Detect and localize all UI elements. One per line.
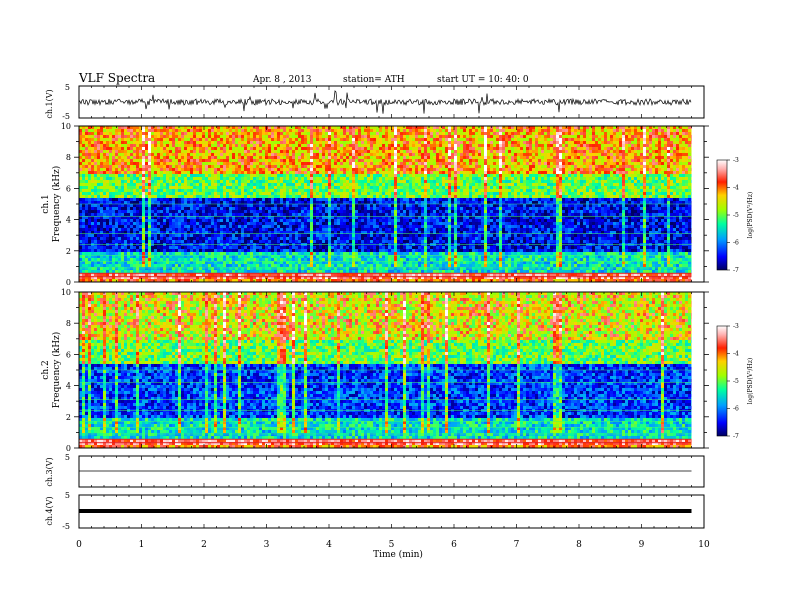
colorbar-tick-label: -4 <box>733 351 739 358</box>
ch1-frequency-ylabel: Frequency (kHz) <box>51 166 62 243</box>
frequency-tick-label: 4 <box>66 216 71 225</box>
frequency-tick-label: 8 <box>66 319 71 328</box>
colorbar-tick-label: -5 <box>733 212 739 219</box>
colorbar-tick-label: -7 <box>733 267 739 274</box>
ch4-tick-top: 5 <box>65 491 70 500</box>
colorbar-tick-label: -5 <box>733 378 739 385</box>
time-tick-label: 9 <box>639 540 645 550</box>
ch1-spectrogram-image <box>79 126 704 282</box>
ch1-tick-top: 5 <box>65 83 70 92</box>
time-tick-label: 6 <box>451 540 457 550</box>
date-label: Apr. 8 , 2013 <box>252 75 312 85</box>
time-tick-label: 2 <box>201 540 207 550</box>
ch1-tick-bottom: -5 <box>62 112 70 121</box>
time-tick-label: 3 <box>264 540 270 550</box>
ch2-spectrogram-panel: 10 8 6 4 2 0 ch.2 Frequency (kHz) <box>41 288 709 453</box>
time-axis-label: Time (min) <box>373 549 423 560</box>
ch3-waveform-panel: 5 ch.3(V) <box>45 453 705 488</box>
frequency-tick-label: 6 <box>66 350 71 359</box>
waveform-line <box>78 90 692 114</box>
colorbar-tick-label: -6 <box>733 406 739 413</box>
ch4-waveform-trace <box>79 509 692 513</box>
ch1-waveform-panel: 5 -5 ch.1(V) <box>45 83 705 121</box>
time-tick-label: 7 <box>514 540 520 550</box>
ch1-waveform-trace <box>78 90 692 114</box>
ch1-colorbar-label: log(PSD(V²/Hz) <box>747 192 754 239</box>
time-tick-label: 5 <box>389 540 395 550</box>
colorbar-tick-label: -6 <box>733 240 739 247</box>
time-tick-label: 1 <box>139 540 145 550</box>
ch4-tick-bottom: -5 <box>62 522 70 531</box>
ch2-colorbar: -3 -4 -5 -6 -7 log(PSD(V²/Hz) <box>716 323 754 440</box>
colorbar-tick-label: -3 <box>733 323 739 330</box>
ch1-colorbar: -3 -4 -5 -6 -7 log(PSD(V²/Hz) <box>716 157 754 274</box>
frequency-tick-label: 6 <box>66 184 71 193</box>
colorbar-tick-label: -4 <box>733 185 739 192</box>
ch2-colorbar-label: log(PSD(V²/Hz) <box>747 358 754 405</box>
frequency-tick-label: 8 <box>66 153 71 162</box>
frequency-tick-label: 2 <box>66 247 71 256</box>
ch4-waveform-ylabel: ch.4(V) <box>45 496 54 525</box>
ch2-spectrogram-image <box>79 292 704 448</box>
start-time-label: start UT = 10: 40: 0 <box>437 75 529 85</box>
frequency-tick-label: 4 <box>66 382 71 391</box>
frequency-tick-label: 0 <box>66 278 71 287</box>
time-tick-label: 10 <box>698 540 710 550</box>
colorbar-tick-label: -7 <box>733 433 739 440</box>
time-tick-label: 0 <box>76 540 82 550</box>
figure-title: VLF Spectra <box>78 71 155 85</box>
ch1-waveform-ylabel: ch.1(V) <box>45 89 54 118</box>
frequency-tick-label: 0 <box>66 444 71 453</box>
time-tick-label: 4 <box>326 540 332 550</box>
ch2-frequency-ylabel: Frequency (kHz) <box>51 332 62 409</box>
ch1-channel-label: ch.1 <box>41 194 51 213</box>
frequency-tick-label: 10 <box>61 288 71 297</box>
ch2-channel-label: ch.2 <box>41 360 51 379</box>
station-label: station= ATH <box>343 75 405 85</box>
ch3-tick-top: 5 <box>65 453 70 462</box>
waveform-band <box>79 509 692 513</box>
colorbar-tick-label: -3 <box>733 157 739 164</box>
frequency-tick-label: 2 <box>66 413 71 422</box>
time-axis: 0 1 2 3 4 5 6 7 8 9 10 <box>76 86 710 550</box>
ch1-spectrogram-panel: 10 8 6 4 2 0 ch.1 Frequency (kHz) <box>41 122 709 287</box>
ch3-waveform-ylabel: ch.3(V) <box>45 457 54 486</box>
ch4-waveform-panel: 5 -5 ch.4(V) <box>45 491 705 531</box>
frequency-tick-label: 10 <box>61 122 71 131</box>
time-tick-label: 8 <box>576 540 582 550</box>
